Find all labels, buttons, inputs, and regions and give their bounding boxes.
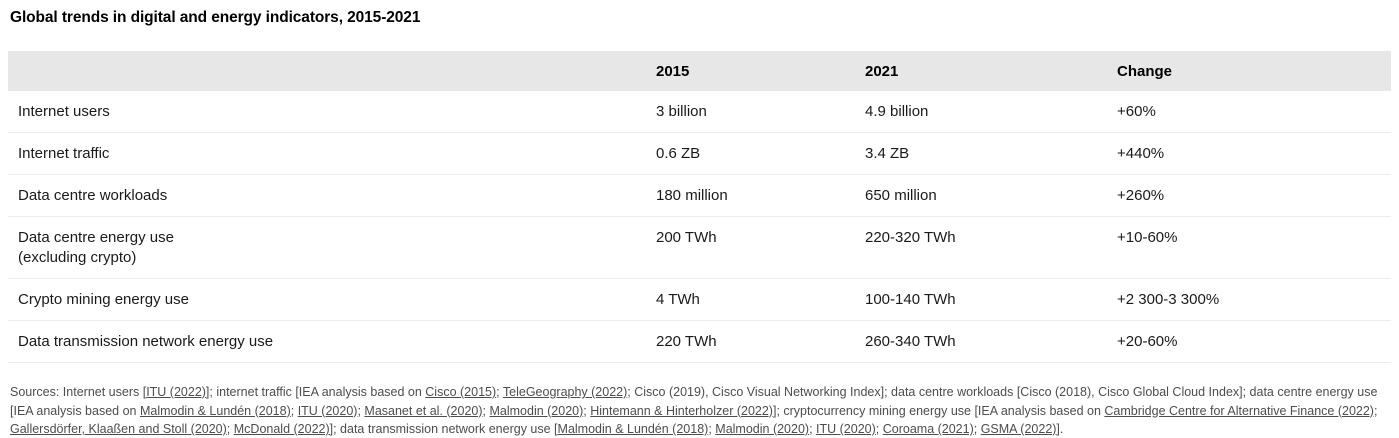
source-text: ; internet traffic [IEA analysis based o… bbox=[209, 385, 426, 399]
source-citation-link[interactable]: Cisco (2015) bbox=[425, 385, 497, 399]
header-cell-change: Change bbox=[1107, 51, 1391, 91]
source-citation-link[interactable]: Malmodin & Lundén (2018) bbox=[139, 403, 291, 418]
source-citation-link[interactable]: Masanet et al. (2020) bbox=[364, 403, 483, 418]
source-citation-link[interactable]: Malmodin (2020) bbox=[489, 403, 584, 418]
source-citation-link[interactable]: GSMA (2022)] bbox=[980, 422, 1060, 436]
table-body: Internet users 3 billion 4.9 billion +60… bbox=[8, 91, 1391, 363]
table-row: Data centre workloads 180 million 650 mi… bbox=[8, 174, 1391, 217]
source-citation-link[interactable]: Gallersdörfer, Klaaßen and Stoll (2020) bbox=[10, 422, 227, 436]
source-text: ; bbox=[290, 403, 298, 418]
source-text: ; bbox=[875, 422, 883, 436]
table-row: Internet users 3 billion 4.9 billion +60… bbox=[8, 91, 1391, 133]
cell-2015: 200 TWh bbox=[646, 216, 855, 279]
cell-2015: 0.6 ZB bbox=[646, 132, 855, 175]
source-text: ; bbox=[482, 403, 490, 418]
cell-indicator: Data transmission network energy use bbox=[8, 320, 646, 363]
cell-indicator: Crypto mining energy use bbox=[8, 278, 646, 321]
source-citation-link[interactable]: ITU (2020) bbox=[816, 422, 876, 436]
indicator-label: Data transmission network energy use bbox=[18, 333, 274, 350]
cell-indicator: Internet traffic bbox=[8, 132, 646, 175]
source-text: . bbox=[1059, 422, 1064, 436]
cell-change: +60% bbox=[1107, 91, 1391, 133]
indicator-label: Data centre workloads bbox=[18, 187, 168, 204]
indicator-note: (excluding crypto) bbox=[18, 249, 137, 266]
source-citation-link[interactable]: Hintemann & Hinterholzer (2022)] bbox=[590, 403, 777, 418]
source-citation-link[interactable]: Coroama (2021) bbox=[882, 422, 974, 436]
table-header: 2015 2021 Change bbox=[8, 51, 1391, 91]
source-citation-link[interactable]: Cambridge Centre for Alternative Finance… bbox=[1104, 403, 1374, 418]
cell-2015: 4 TWh bbox=[646, 278, 855, 321]
table-row: Crypto mining energy use 4 TWh 100-140 T… bbox=[8, 278, 1391, 321]
cell-change: +2 300-3 300% bbox=[1107, 278, 1391, 321]
source-text: ; data transmission network energy use [ bbox=[333, 422, 558, 436]
cell-2015: 180 million bbox=[646, 174, 855, 217]
cell-change: +440% bbox=[1107, 132, 1391, 175]
source-citation-link[interactable]: ITU (2022)] bbox=[146, 385, 210, 399]
source-citation-link[interactable]: McDonald (2022)] bbox=[233, 422, 334, 436]
header-cell-2015: 2015 bbox=[646, 51, 855, 91]
source-text: ; cryptocurrency mining energy use [IEA … bbox=[776, 403, 1105, 418]
source-citation-link[interactable]: Malmodin (2020) bbox=[715, 422, 810, 436]
source-text: ; bbox=[809, 422, 817, 436]
table-row: Data centre energy use (excluding crypto)… bbox=[8, 216, 1391, 279]
indicator-label: Data centre energy use bbox=[18, 229, 174, 246]
cell-2021: 220-320 TWh bbox=[855, 216, 1107, 279]
cell-change: +20-60% bbox=[1107, 320, 1391, 363]
source-text: ; bbox=[496, 385, 503, 399]
source-citation-link[interactable]: TeleGeography (2022) bbox=[502, 385, 628, 399]
page: Global trends in digital and energy indi… bbox=[0, 9, 1399, 438]
cell-2021: 650 million bbox=[855, 174, 1107, 217]
source-citation-link[interactable]: Malmodin & Lundén (2018) bbox=[557, 422, 709, 436]
source-text: ; bbox=[357, 403, 365, 418]
header-row: 2015 2021 Change bbox=[8, 51, 1391, 91]
source-text: ; bbox=[583, 403, 591, 418]
header-cell-indicator bbox=[8, 51, 646, 91]
cell-2021: 260-340 TWh bbox=[855, 320, 1107, 363]
cell-change: +10-60% bbox=[1107, 216, 1391, 279]
sources-text: Sources: Internet users [ITU (2022)]; in… bbox=[10, 383, 1389, 438]
source-text: ; Cisco (2019), Cisco Visual Networking … bbox=[10, 385, 1378, 418]
cell-2015: 220 TWh bbox=[646, 320, 855, 363]
table-row: Internet traffic 0.6 ZB 3.4 ZB +440% bbox=[8, 132, 1391, 175]
cell-2021: 3.4 ZB bbox=[855, 132, 1107, 175]
cell-2021: 100-140 TWh bbox=[855, 278, 1107, 321]
page-title: Global trends in digital and energy indi… bbox=[10, 9, 421, 26]
indicators-table: 2015 2021 Change Internet users 3 billio… bbox=[8, 51, 1391, 363]
cell-2015: 3 billion bbox=[646, 91, 855, 133]
source-text: ; bbox=[226, 422, 234, 436]
source-text: Sources: Internet users [ bbox=[10, 385, 147, 399]
source-text: ; bbox=[1373, 403, 1378, 418]
header-cell-2021: 2021 bbox=[855, 51, 1107, 91]
table-row: Data transmission network energy use 220… bbox=[8, 320, 1391, 363]
source-text: ; bbox=[973, 422, 981, 436]
source-text: ; bbox=[708, 422, 716, 436]
indicator-label: Crypto mining energy use bbox=[18, 291, 189, 308]
cell-indicator: Internet users bbox=[8, 91, 646, 133]
cell-2021: 4.9 billion bbox=[855, 91, 1107, 133]
cell-indicator: Data centre energy use (excluding crypto) bbox=[8, 216, 646, 279]
indicator-label: Internet users bbox=[18, 103, 110, 120]
cell-indicator: Data centre workloads bbox=[8, 174, 646, 217]
source-citation-link[interactable]: ITU (2020) bbox=[297, 403, 358, 418]
cell-change: +260% bbox=[1107, 174, 1391, 217]
indicator-label: Internet traffic bbox=[18, 145, 110, 162]
